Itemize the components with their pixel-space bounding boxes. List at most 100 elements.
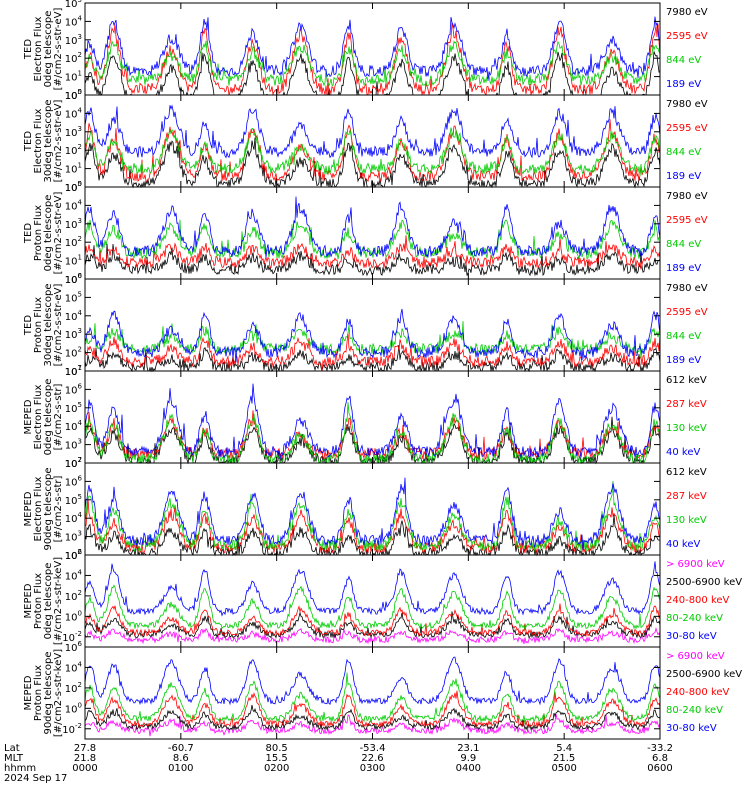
- legend-label: > 6900 keV: [666, 651, 725, 662]
- series-line-189-eV: [84, 308, 661, 363]
- y-tick-label: 103: [65, 530, 82, 544]
- y-axis-label: MEPEDProton Flux90deg telescope[#/cm2-s-…: [23, 649, 64, 737]
- x-tick-label: 80.5: [266, 743, 288, 754]
- y-axis-label: TEDElectron Flux30deg telescope[#/cm2-s-…: [23, 99, 64, 182]
- y-axis-label-line: 30deg telescope: [43, 99, 54, 182]
- series-line-189-eV: [84, 196, 661, 259]
- y-axis-label-line: MEPED: [23, 491, 34, 526]
- x-tick-label: -33.2: [647, 743, 673, 754]
- y-tick-label: 104: [65, 419, 83, 433]
- legend-label: 2500-6900 keV: [666, 577, 742, 588]
- y-axis-label-line: Proton Flux: [33, 573, 44, 629]
- series-line-844-eV: [84, 219, 661, 261]
- y-axis-label-line: [#/cm2-s-str]: [53, 383, 64, 450]
- y-tick-label: 102: [65, 589, 82, 603]
- y-tick-label: 103: [65, 438, 82, 452]
- legend-label: 189 eV: [666, 263, 701, 274]
- series-line-240-800-keV: [84, 603, 661, 637]
- series-line-189-eV: [84, 104, 661, 159]
- x-tick-label: 22.6: [361, 753, 383, 764]
- legend-label: 189 eV: [666, 171, 701, 182]
- y-tick-label: 106: [65, 272, 83, 286]
- y-axis-label-line: 0deg telescope: [43, 11, 54, 88]
- legend-label: > 6900 keV: [666, 559, 725, 570]
- legend-label: 240-800 keV: [666, 687, 730, 698]
- series-line-7980-eV: [84, 137, 661, 189]
- legend-label: 7980 eV: [666, 191, 708, 202]
- y-tick-label: 102: [65, 143, 82, 157]
- panel-meped-e-90: 102 103 104 105 106 107 MEPEDElectron Flux90de…: [23, 456, 707, 562]
- series-line-2500-6900-keV: [84, 611, 661, 639]
- legend-label: 612 keV: [666, 467, 707, 478]
- y-axis-label-line: TED: [23, 223, 34, 244]
- series-line-30-80-keV: [84, 561, 661, 617]
- y-tick-label: 104: [65, 106, 83, 120]
- series-line-189-eV: [84, 16, 661, 81]
- y-tick-label: 104: [65, 511, 83, 525]
- legend-label: 130 keV: [666, 515, 707, 526]
- y-axis-label: MEPEDElectron Flux0deg telescope[#/cm2-s…: [23, 379, 64, 456]
- y-axis-label-line: TED: [23, 39, 34, 60]
- y-axis-label-line: Electron Flux: [33, 384, 44, 449]
- y-axis-label-line: 90deg telescope: [43, 651, 54, 734]
- y-tick-label: 107: [65, 456, 82, 470]
- series-line-844-eV: [84, 40, 661, 87]
- y-axis-label-line: 0deg telescope: [43, 379, 54, 456]
- x-tick-label: 6.8: [652, 753, 668, 764]
- y-tick-label: 104: [65, 568, 83, 582]
- series-line-844-eV: [84, 127, 661, 177]
- legend-label: 7980 eV: [666, 7, 708, 18]
- y-axis-label-line: MEPED: [23, 399, 34, 434]
- y-tick-label: 101: [65, 364, 82, 378]
- series-line-130-keV: [84, 480, 661, 553]
- series-line--6900-keV: [84, 627, 661, 645]
- y-axis-label-line: TED: [23, 315, 34, 336]
- y-axis-label-line: MEPED: [23, 675, 34, 710]
- y-tick-label: 106: [65, 548, 83, 562]
- y-axis-label-line: Electron Flux: [33, 16, 44, 81]
- y-tick-label: 100: [65, 88, 82, 102]
- y-tick-label: 105: [65, 493, 82, 507]
- series-line-2595-eV: [84, 332, 661, 372]
- y-tick-label: 100: [65, 701, 82, 715]
- y-axis-label: MEPEDProton Flux0deg telescope[#/cm2-s-s…: [23, 557, 64, 645]
- series-line-40-keV: [84, 477, 661, 551]
- y-tick-label: 102: [65, 456, 82, 470]
- y-tick-label: 104: [65, 14, 83, 28]
- series-line-240-800-keV: [84, 690, 661, 728]
- series-line-30-80-keV: [84, 656, 661, 706]
- legend-label: 844 eV: [666, 55, 701, 66]
- series-line-80-240-keV: [84, 672, 661, 725]
- y-tick-label: 103: [65, 327, 82, 341]
- x-tick-label: 27.8: [74, 743, 96, 754]
- y-axis-label-line: 0deg telescope: [43, 563, 54, 640]
- legend-label: 7980 eV: [666, 283, 708, 294]
- y-tick-label: 100: [65, 609, 82, 623]
- y-tick-label: 102: [65, 346, 82, 360]
- y-axis-label-line: Electron Flux: [33, 476, 44, 541]
- y-tick-label: 10-2: [62, 722, 82, 736]
- legend-label: 2595 eV: [666, 215, 708, 226]
- x-row-label: hhmm: [4, 763, 36, 774]
- series-line--6900-keV: [84, 713, 661, 737]
- y-tick-label: 103: [65, 217, 82, 231]
- legend-label: 80-240 keV: [666, 705, 723, 716]
- y-axis-label-line: 90deg telescope: [43, 467, 54, 550]
- legend-label: 2595 eV: [666, 31, 708, 42]
- y-axis-label: TEDProton Flux30deg telescope[#/cm2-s-st…: [23, 283, 64, 366]
- x-tick-label: 8.6: [173, 753, 189, 764]
- x-tick-label: 15.5: [266, 753, 288, 764]
- y-axis-label-line: 30deg telescope: [43, 283, 54, 366]
- y-axis-label-line: Proton Flux: [33, 665, 44, 721]
- x-tick-label: 0200: [264, 763, 289, 774]
- series-line-2595-eV: [84, 22, 661, 96]
- y-axis-label: TEDElectron Flux0deg telescope[#/cm2-s-s…: [23, 8, 64, 91]
- legend-label: 7980 eV: [666, 99, 708, 110]
- y-axis-label-line: TED: [23, 131, 34, 152]
- legend-label: 2595 eV: [666, 123, 708, 134]
